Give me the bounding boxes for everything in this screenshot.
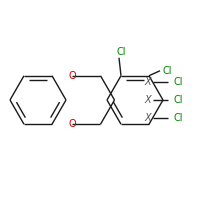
Text: O: O — [69, 71, 76, 81]
Text: X: X — [145, 77, 151, 87]
Text: Cl: Cl — [174, 95, 184, 105]
Text: Cl: Cl — [174, 77, 184, 87]
Text: O: O — [69, 119, 76, 129]
Text: Cl: Cl — [163, 66, 172, 76]
Text: Cl: Cl — [116, 47, 126, 57]
Text: Cl: Cl — [174, 113, 184, 123]
Text: X: X — [145, 95, 151, 105]
Text: X: X — [145, 113, 151, 123]
